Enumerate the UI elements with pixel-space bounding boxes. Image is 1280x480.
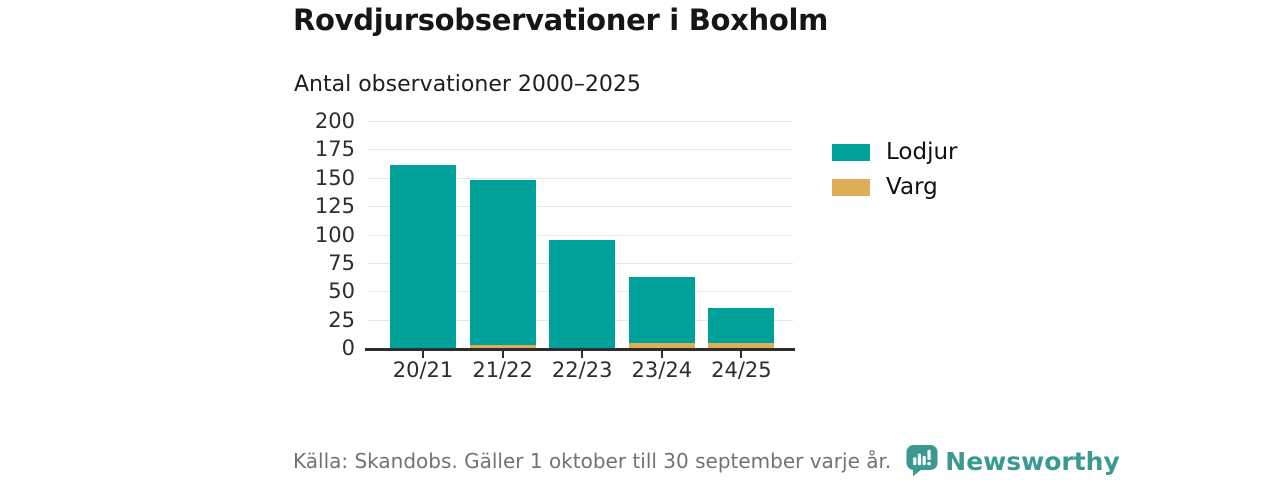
bar-lodjur-23/24 [628,276,695,344]
x-tick-23/24 [660,351,663,358]
legend-label-lodjur: Lodjur [886,139,958,165]
y-tick-label-25: 25 [328,307,355,332]
gridline-200 [368,121,793,122]
source-note: Källa: Skandobs. Gäller 1 oktober till 3… [293,449,892,473]
newsworthy-wordmark: Newsworthy [945,446,1120,476]
bar-varg-24/25 [708,343,775,348]
y-tick-label-175: 175 [314,137,355,162]
plot-area [365,121,795,358]
bar-varg-21/22 [469,344,536,348]
legend-label-varg: Varg [886,174,938,200]
newsworthy-brand-link[interactable]: Newsworthy [906,444,1120,478]
x-tick-label-23/24: 23/24 [631,358,693,382]
gridline-125 [368,206,793,208]
bar-lodjur-24/25 [708,308,775,344]
x-tick-20/21 [422,351,424,358]
x-tick-24/25 [740,351,743,358]
x-tick-label-21/22: 21/22 [472,358,533,382]
legend-swatch-varg [832,179,870,196]
y-tick-label-75: 75 [328,250,355,275]
bar-lodjur-22/23 [549,240,616,348]
y-tick-label-100: 100 [314,222,355,247]
y-tick-label-50: 50 [328,279,355,304]
gridline-100 [368,234,793,236]
x-axis-labels: 20/21 21/22 22/23 23/24 24/25 [368,358,793,386]
x-tick-label-20/21: 20/21 [392,358,454,382]
legend-item-lodjur: Lodjur [832,141,958,164]
x-tick-21/22 [501,351,504,358]
chart-title: Rovdjursobservationer i Boxholm [293,3,829,37]
legend-item-varg: Varg [832,176,958,199]
gridline-175 [368,149,793,151]
bar-lodjur-20/21 [390,165,456,348]
newsworthy-logo-icon [906,444,938,478]
gridline-150 [368,177,793,179]
bar-lodjur-21/22 [469,180,536,345]
legend-swatch-lodjur [832,144,870,161]
chart-subtitle: Antal observationer 2000–2025 [294,72,641,97]
x-tick-label-24/25: 24/25 [711,358,772,382]
x-axis-line [365,348,795,351]
y-tick-label-150: 150 [314,165,355,190]
y-tick-label-0: 0 [341,336,355,360]
y-tick-label-200: 200 [314,109,355,133]
y-axis-labels: 0 25 50 75 100 125 150 175 200 [240,110,355,359]
x-tick-22/23 [581,351,584,358]
footer: Källa: Skandobs. Gäller 1 oktober till 3… [293,444,1120,478]
bar-varg-23/24 [628,343,695,348]
legend: Lodjur Varg [832,141,958,211]
x-tick-label-22/23: 22/23 [551,358,613,382]
y-tick-label-125: 125 [314,194,355,219]
